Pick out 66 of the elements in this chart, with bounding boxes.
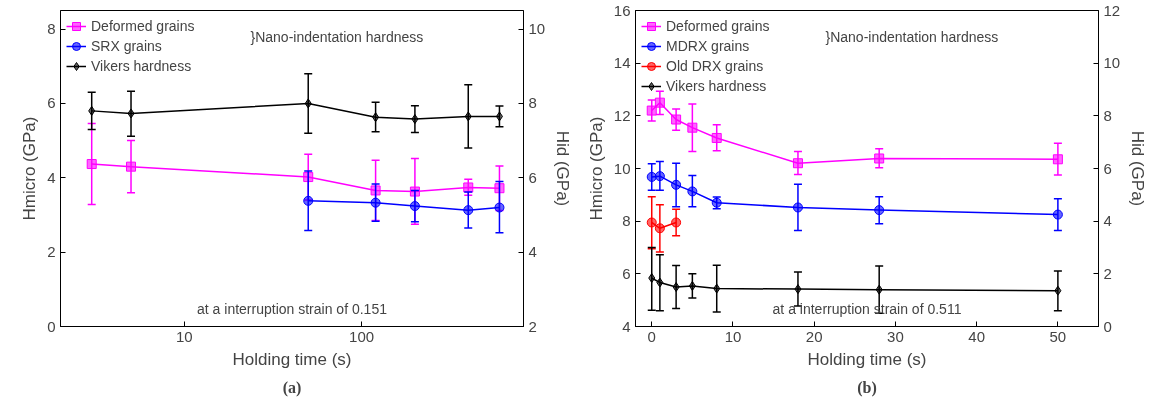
y2-tick-label: 8 <box>528 94 537 112</box>
y2-tick-label: 12 <box>1103 1 1121 19</box>
point <box>792 158 803 169</box>
y2-tick-label: 2 <box>1103 264 1112 282</box>
y2-axis-title: Hid (GPa) <box>1128 130 1148 207</box>
annotation: }Nano-indentation hardness <box>250 29 424 46</box>
annotation: }Nano-indentation hardness <box>825 29 999 46</box>
point <box>874 205 885 216</box>
y-tick-label: 6 <box>47 94 56 112</box>
y-axis-title: Hmicro (GPa) <box>20 116 40 221</box>
y2-tick-label: 6 <box>1103 159 1112 177</box>
x-tick-label: 10 <box>724 327 742 345</box>
y-tick-label: 8 <box>622 212 631 230</box>
x-axis-title: Holding time (s) <box>807 349 927 369</box>
y-tick-label: 8 <box>47 20 56 38</box>
x-tick-label: 10 <box>176 327 193 345</box>
x-tick-label: 30 <box>887 327 904 345</box>
point <box>646 171 657 182</box>
y2-tick-label: 4 <box>528 243 537 261</box>
text: (a) <box>282 378 302 397</box>
y-tick-label: 16 <box>613 1 631 19</box>
point <box>654 171 665 182</box>
y-tick-label: 14 <box>613 54 631 72</box>
legend-label: MDRX grains <box>666 38 750 54</box>
point <box>1052 209 1063 220</box>
point <box>874 153 885 164</box>
y2-tick-label: 8 <box>1103 106 1112 124</box>
point <box>671 217 682 228</box>
point <box>711 132 722 143</box>
legend-label: Deformed grains <box>91 18 195 34</box>
y2-tick-label: 10 <box>528 20 546 38</box>
x-axis-title: Holding time (s) <box>232 349 352 369</box>
y2-tick-label: 6 <box>528 168 537 186</box>
legend-label: Vikers hardness <box>91 58 192 74</box>
annotation: at a interruption strain of 0.151 <box>197 301 388 318</box>
text: (b) <box>857 378 877 397</box>
point <box>687 122 698 133</box>
y2-tick-label: 10 <box>1103 54 1121 72</box>
y-tick-label: 6 <box>622 264 631 282</box>
x-tick-label: 100 <box>349 327 375 345</box>
y2-axis-title: Hid (GPa) <box>553 130 573 207</box>
x-tick-label: 40 <box>968 327 985 345</box>
x-tick-label: 50 <box>1049 327 1067 345</box>
point <box>687 186 698 197</box>
point <box>671 114 682 125</box>
y-tick-label: 12 <box>613 106 631 124</box>
point <box>654 223 665 234</box>
legend-label: Vikers hardness <box>666 78 767 94</box>
x-tick-label: 0 <box>647 327 656 345</box>
legend-label: Deformed grains <box>666 18 770 34</box>
x-tick-label: 20 <box>805 327 823 345</box>
point <box>671 179 682 190</box>
point <box>654 97 665 108</box>
point <box>1052 154 1063 165</box>
y-tick-label: 10 <box>613 159 631 177</box>
point <box>792 202 803 213</box>
y-tick-label: 4 <box>622 317 631 335</box>
y2-tick-label: 4 <box>1103 212 1112 230</box>
point <box>646 105 657 116</box>
legend-label: SRX grains <box>91 38 162 54</box>
y-tick-label: 4 <box>47 168 56 186</box>
y-axis-title: Hmicro (GPa) <box>586 116 606 221</box>
legend-label: Old DRX grains <box>666 58 764 74</box>
point <box>646 217 657 228</box>
y2-tick-label: 2 <box>528 317 537 335</box>
y-tick-label: 2 <box>47 243 56 261</box>
